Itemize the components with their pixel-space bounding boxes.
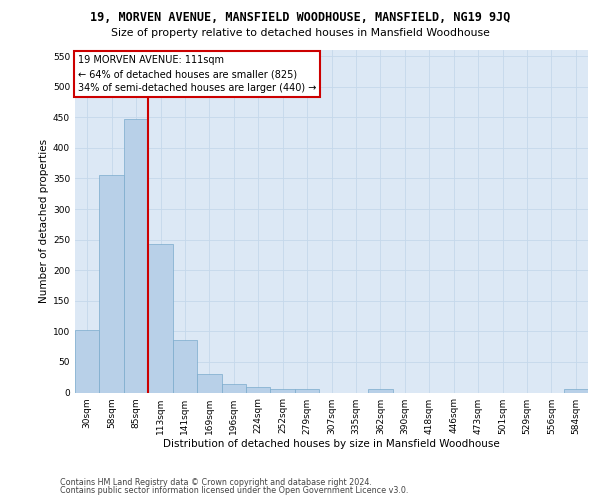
Text: Contains public sector information licensed under the Open Government Licence v3: Contains public sector information licen… [60,486,409,495]
Bar [563,390,588,392]
Bar [246,387,271,392]
Bar [271,390,295,392]
Bar [295,390,319,392]
Text: 19, MORVEN AVENUE, MANSFIELD WOODHOUSE, MANSFIELD, NG19 9JQ: 19, MORVEN AVENUE, MANSFIELD WOODHOUSE, … [90,11,510,24]
Bar [75,330,100,392]
Bar [124,119,148,392]
Text: 19 MORVEN AVENUE: 111sqm
← 64% of detached houses are smaller (825)
34% of semi-: 19 MORVEN AVENUE: 111sqm ← 64% of detach… [77,55,316,93]
Bar [148,244,173,392]
Bar [173,340,197,392]
Bar [221,384,246,392]
Bar [368,390,392,392]
X-axis label: Distribution of detached houses by size in Mansfield Woodhouse: Distribution of detached houses by size … [163,440,500,450]
Text: Contains HM Land Registry data © Crown copyright and database right 2024.: Contains HM Land Registry data © Crown c… [60,478,372,487]
Text: Size of property relative to detached houses in Mansfield Woodhouse: Size of property relative to detached ho… [110,28,490,38]
Y-axis label: Number of detached properties: Number of detached properties [39,139,49,304]
Bar [197,374,221,392]
Bar [100,175,124,392]
